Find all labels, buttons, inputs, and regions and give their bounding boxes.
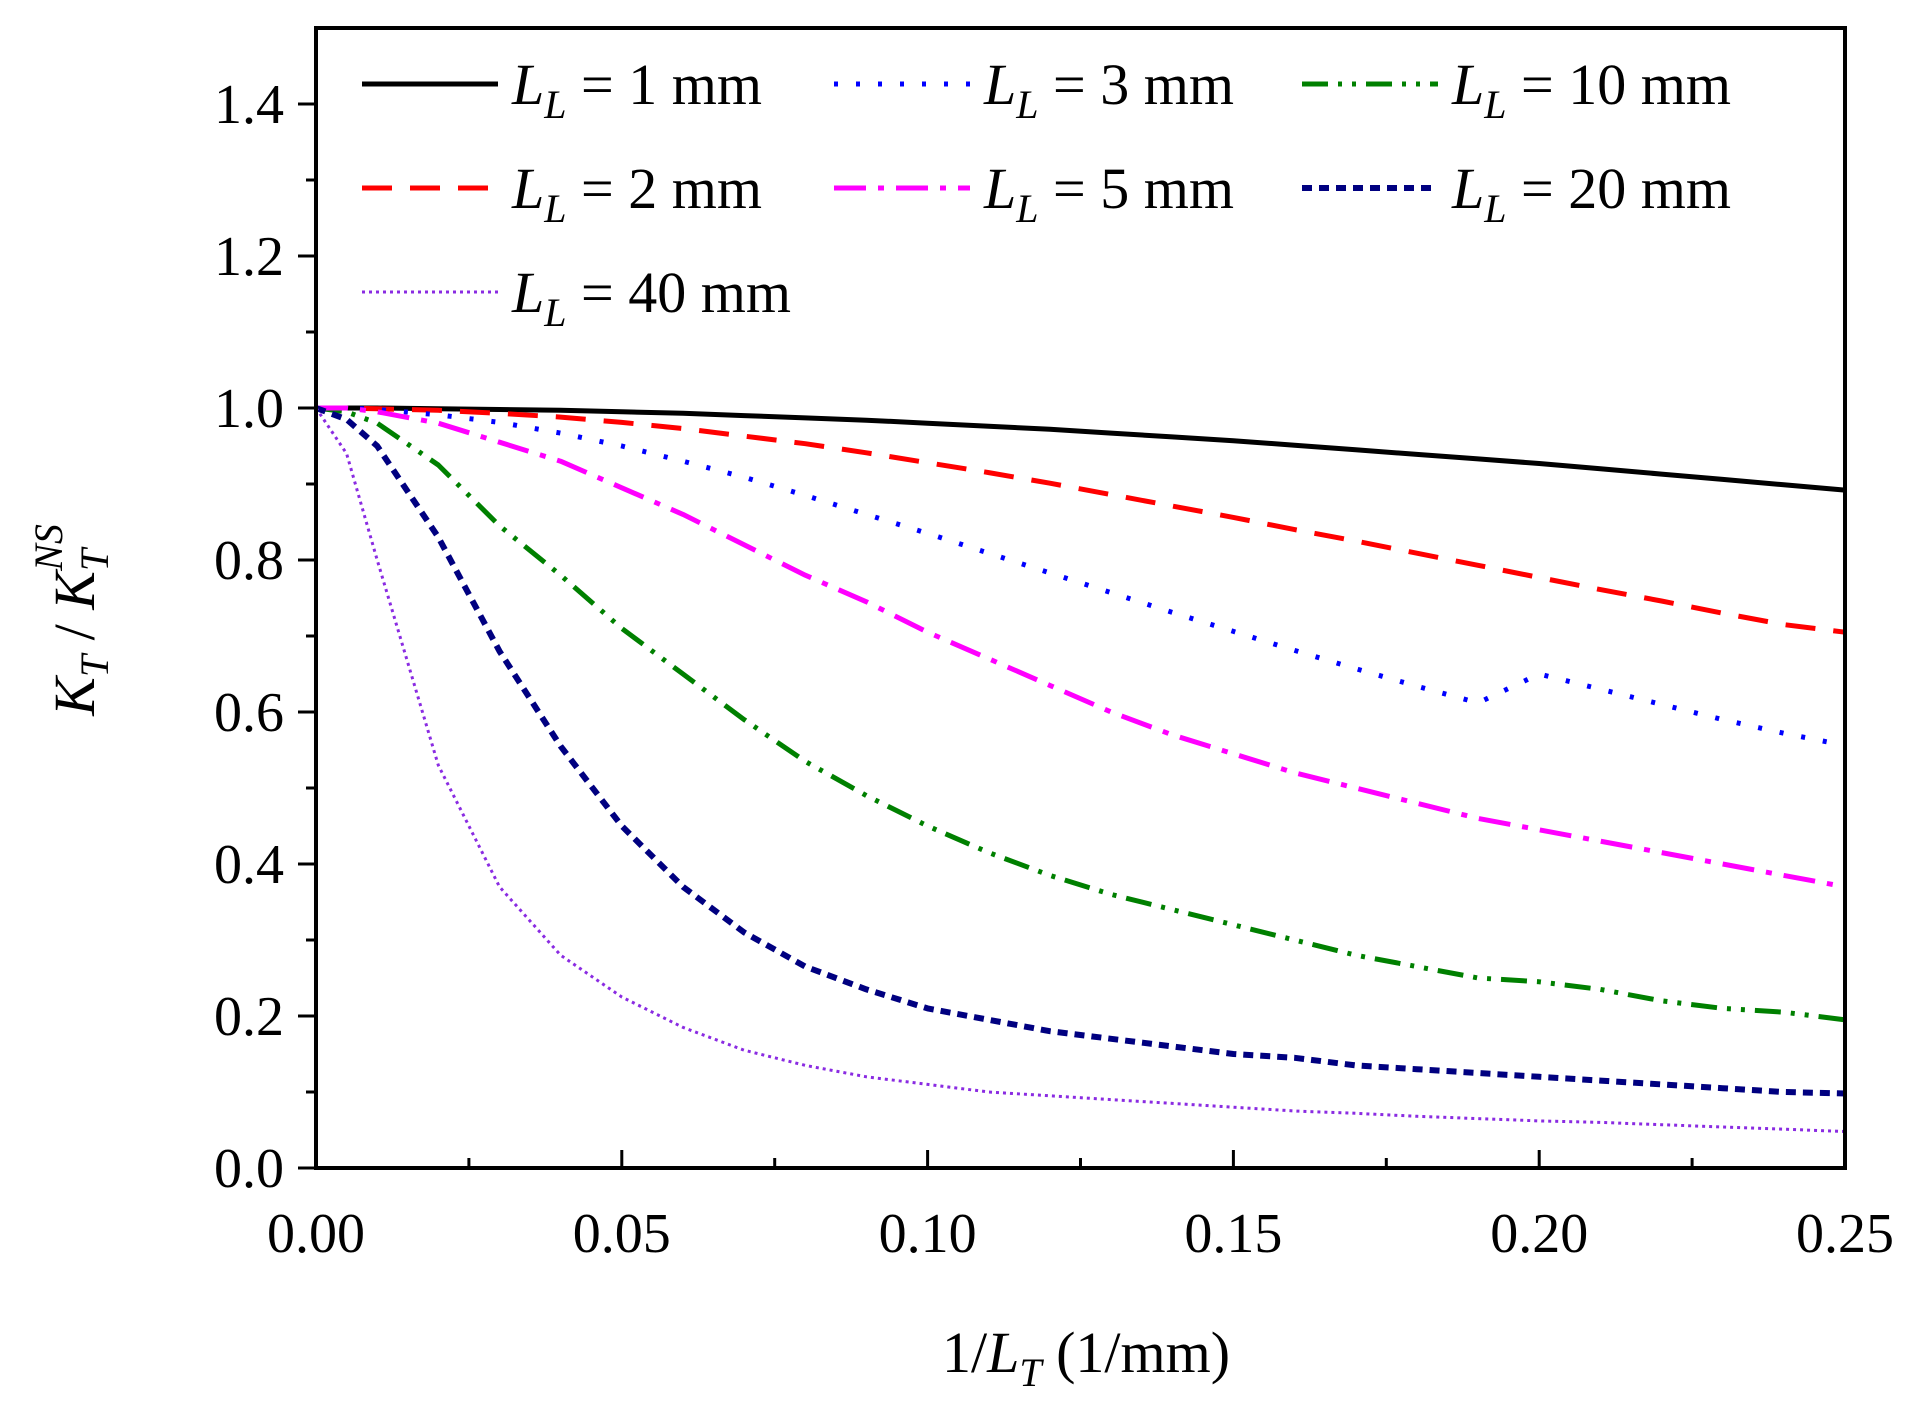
y-axis-title-num-sub: T	[72, 652, 117, 677]
legend-label: LL = 3 mm	[983, 52, 1234, 127]
y-axis-title-den-sup: NS	[26, 524, 71, 572]
x-axis-title-sub: T	[1019, 1350, 1044, 1395]
legend: LL = 1 mm LL = 3 mm LL = 10 mm LL = 2 mm LL …	[362, 52, 1731, 335]
y-tick-label: 0.6	[214, 682, 284, 744]
legend-label: LL = 20 mm	[1451, 156, 1731, 231]
series-line	[316, 405, 1846, 748]
x-axis-title-suffix: (1/mm)	[1042, 1320, 1230, 1385]
y-tick-label: 0.4	[214, 834, 284, 896]
x-tick-label: 0.15	[1184, 1203, 1282, 1265]
x-tick-label: 0.20	[1490, 1203, 1588, 1265]
series-line	[316, 405, 1846, 493]
y-tick-label: 1.0	[214, 378, 284, 440]
series-line	[316, 405, 1846, 635]
y-axis-title-slash: /	[42, 610, 107, 655]
y-tick-label: 0.0	[214, 1138, 284, 1200]
y-tick-label: 0.8	[214, 530, 284, 592]
series-layer	[314, 405, 1846, 1133]
series-line	[315, 405, 1846, 1023]
legend-label: LL = 5 mm	[983, 156, 1234, 231]
x-axis-title-var: L	[986, 1320, 1019, 1385]
series-line	[314, 405, 1846, 1097]
series-line	[316, 405, 1846, 890]
legend-label: LL = 2 mm	[511, 156, 762, 231]
x-axis-title-prefix: 1/	[942, 1320, 988, 1385]
x-tick-label: 0.00	[267, 1203, 365, 1265]
y-axis-title-den-var: K	[42, 568, 107, 611]
y-axis-title: KT / KTNS	[26, 524, 117, 717]
x-axis-title: 1/LT (1/mm)	[942, 1320, 1230, 1395]
axes: 0.00 0.05 0.10 0.15 0.20 0.25 0.0 0.2 0.4 0.6 0.8 1…	[214, 26, 1894, 1265]
y-tick-label: 0.2	[214, 986, 284, 1048]
y-axis-title-num-var: K	[42, 674, 107, 717]
series-line	[314, 407, 1846, 1133]
legend-label: LL = 10 mm	[1451, 52, 1731, 127]
y-axis-title-den-sub: T	[72, 546, 117, 571]
legend-label: LL = 1 mm	[511, 52, 762, 127]
legend-label: LL = 40 mm	[511, 260, 791, 335]
x-tick-label: 0.05	[573, 1203, 671, 1265]
y-tick-label: 1.4	[214, 74, 284, 136]
x-tick-label: 0.10	[879, 1203, 977, 1265]
x-tick-label: 0.25	[1796, 1203, 1894, 1265]
y-tick-label: 1.2	[214, 226, 284, 288]
